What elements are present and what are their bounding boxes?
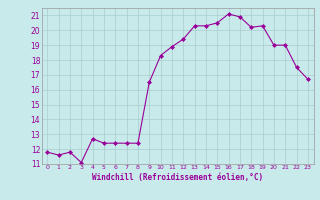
X-axis label: Windchill (Refroidissement éolien,°C): Windchill (Refroidissement éolien,°C) [92, 173, 263, 182]
